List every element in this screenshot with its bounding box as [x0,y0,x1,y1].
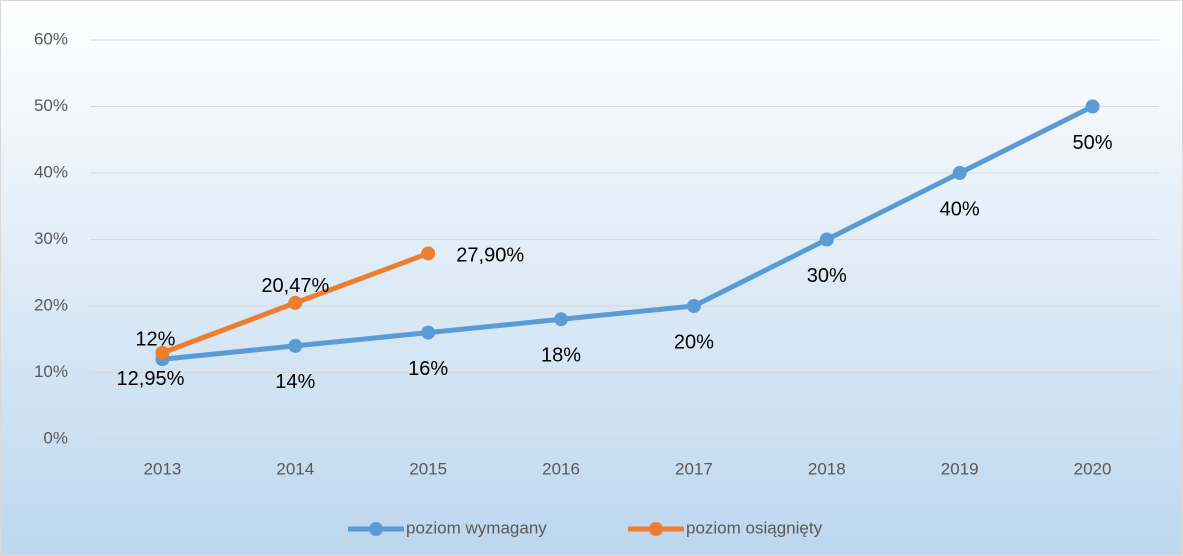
point [421,325,436,340]
point [554,312,569,327]
legend-label: poziom osiągnięty [686,518,823,537]
data-label: 12% [135,328,175,350]
data-label: 50% [1073,132,1113,154]
data-label: 40% [940,198,980,220]
legend-label: poziom wymagany [406,518,547,537]
y-tick-label: 30% [34,229,68,248]
point [1085,99,1100,114]
data-label: 12,95% [117,368,185,390]
data-label: 27,90% [456,245,524,267]
x-tick-label: 2018 [808,459,846,478]
y-tick-label: 50% [34,96,68,115]
x-tick-label: 2020 [1074,459,1112,478]
data-label: 20,47% [261,275,329,297]
data-label: 16% [408,358,448,380]
point [288,338,303,353]
x-tick-label: 2014 [276,459,314,478]
y-tick-label: 40% [34,162,68,181]
y-tick-label: 60% [34,29,68,48]
point [952,166,967,180]
point [819,232,834,247]
x-tick-label: 2013 [144,459,182,478]
data-label: 20% [674,331,714,353]
x-tick-label: 2016 [542,459,580,478]
data-label: 30% [807,265,847,287]
x-tick-label: 2015 [409,459,447,478]
point [288,295,303,310]
point [421,246,436,261]
series-line [162,104,1094,362]
y-tick-label: 20% [34,295,68,314]
data-label: 18% [541,345,581,367]
legend-marker [649,522,663,536]
point [686,299,701,313]
x-tick-label: 2019 [941,459,979,478]
y-tick-label: 0% [43,428,68,447]
x-tick-label: 2017 [675,459,713,478]
point [155,345,170,360]
y-tick-label: 10% [34,362,68,381]
data-label: 14% [275,371,315,393]
legend-marker [369,522,383,536]
